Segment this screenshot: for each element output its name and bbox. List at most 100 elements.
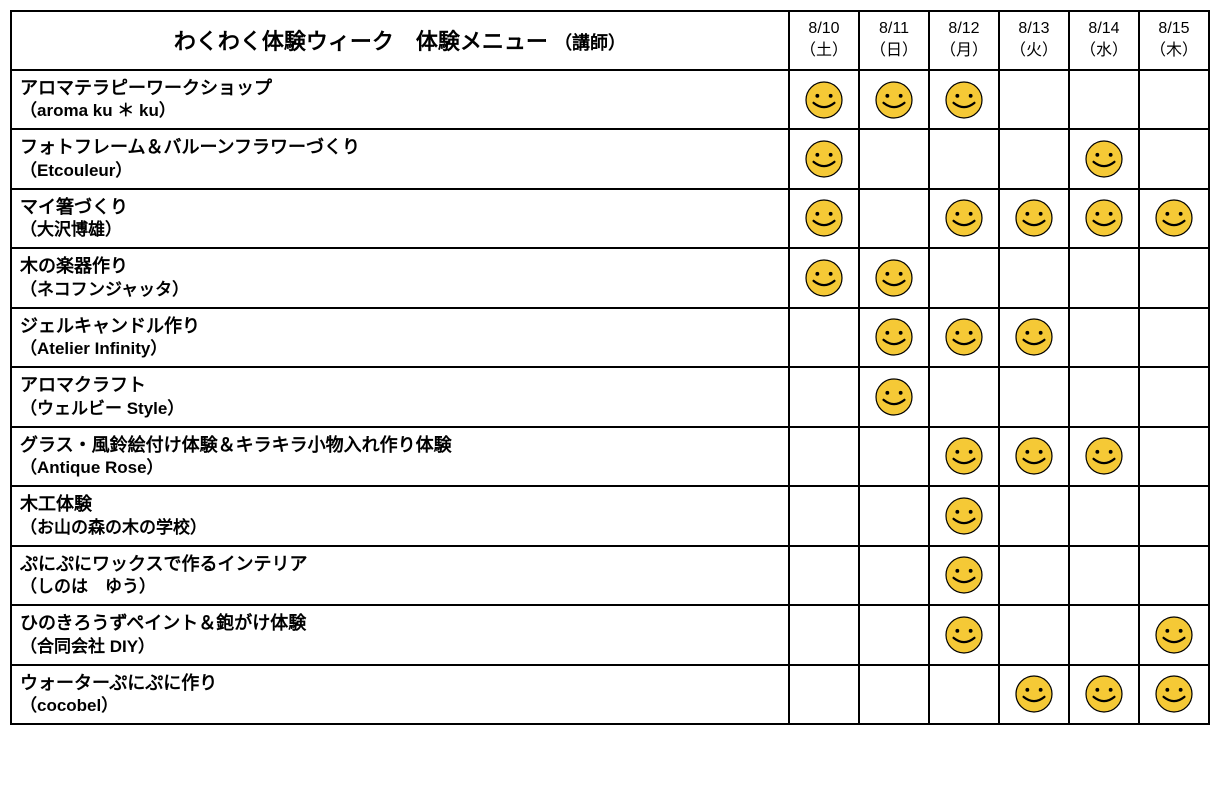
instructor-name: （ネコフンジャッタ） <box>20 279 780 301</box>
day-cell <box>789 189 859 248</box>
smiley-icon <box>945 567 983 584</box>
day-cell <box>1139 427 1209 486</box>
instructor-name: （大沢博雄） <box>20 219 780 241</box>
day-cell <box>789 546 859 605</box>
smiley-icon <box>1085 448 1123 465</box>
menu-name: アロマテラピーワークショップ <box>20 77 780 100</box>
table-row: マイ箸づくり（大沢博雄） <box>11 189 1209 248</box>
instructor-name: （合同会社 DIY） <box>20 636 780 658</box>
day-cell <box>1139 605 1209 664</box>
dow-label: （水） <box>1072 40 1136 62</box>
menu-cell: ウォーターぷにぷに作り（cocobel） <box>11 665 789 724</box>
menu-cell: 木の楽器作り（ネコフンジャッタ） <box>11 248 789 307</box>
day-cell <box>789 486 859 545</box>
day-cell <box>1139 486 1209 545</box>
day-cell <box>789 248 859 307</box>
instructor-name: （お山の森の木の学校） <box>20 517 780 539</box>
day-cell <box>1069 486 1139 545</box>
smiley-icon <box>945 91 983 108</box>
smiley-icon <box>805 269 843 286</box>
smiley-icon <box>1015 210 1053 227</box>
day-cell <box>929 367 999 426</box>
day-cell <box>1069 367 1139 426</box>
dow-label: （木） <box>1142 40 1206 62</box>
day-cell <box>929 546 999 605</box>
menu-name: アロマクラフト <box>20 374 780 397</box>
smiley-icon <box>945 626 983 643</box>
day-cell <box>859 367 929 426</box>
day-cell <box>1069 129 1139 188</box>
day-cell <box>1069 70 1139 129</box>
day-cell <box>999 70 1069 129</box>
day-cell <box>929 486 999 545</box>
table-row: グラス・風鈴絵付け体験＆キラキラ小物入れ作り体験（Antique Rose） <box>11 427 1209 486</box>
day-cell <box>1069 546 1139 605</box>
smiley-icon <box>945 507 983 524</box>
day-cell <box>999 546 1069 605</box>
day-cell <box>859 605 929 664</box>
day-cell <box>999 427 1069 486</box>
day-cell <box>859 70 929 129</box>
date-header: 8/12（月） <box>929 11 999 70</box>
menu-cell: マイ箸づくり（大沢博雄） <box>11 189 789 248</box>
day-cell <box>999 605 1069 664</box>
day-cell <box>999 129 1069 188</box>
day-cell <box>859 308 929 367</box>
table-body: アロマテラピーワークショップ（aroma ku ＊ ku） フォトフレーム＆バル… <box>11 70 1209 724</box>
smiley-icon <box>945 448 983 465</box>
menu-cell: ひのきろうずペイント＆鉋がけ体験（合同会社 DIY） <box>11 605 789 664</box>
date-label: 8/13 <box>1002 18 1066 40</box>
date-header: 8/11（日） <box>859 11 929 70</box>
table-row: 木工体験（お山の森の木の学校） <box>11 486 1209 545</box>
day-cell <box>859 665 929 724</box>
day-cell <box>1069 427 1139 486</box>
day-cell <box>789 427 859 486</box>
instructor-name: （Antique Rose） <box>20 457 780 479</box>
day-cell <box>859 427 929 486</box>
menu-name: マイ箸づくり <box>20 196 780 219</box>
table-row: ひのきろうずペイント＆鉋がけ体験（合同会社 DIY） <box>11 605 1209 664</box>
dow-label: （日） <box>862 40 926 62</box>
day-cell <box>929 70 999 129</box>
day-cell <box>789 605 859 664</box>
day-cell <box>999 486 1069 545</box>
table-row: アロマクラフト（ウェルビー Style） <box>11 367 1209 426</box>
menu-cell: アロマクラフト（ウェルビー Style） <box>11 367 789 426</box>
smiley-icon <box>1085 686 1123 703</box>
menu-name: フォトフレーム＆バルーンフラワーづくり <box>20 136 780 159</box>
smiley-icon <box>875 269 913 286</box>
day-cell <box>929 427 999 486</box>
day-cell <box>1139 70 1209 129</box>
day-cell <box>929 248 999 307</box>
day-cell <box>859 486 929 545</box>
smiley-icon <box>1085 150 1123 167</box>
day-cell <box>789 129 859 188</box>
menu-name: グラス・風鈴絵付け体験＆キラキラ小物入れ作り体験 <box>20 434 780 457</box>
day-cell <box>1139 546 1209 605</box>
day-cell <box>1139 189 1209 248</box>
day-cell <box>999 248 1069 307</box>
day-cell <box>999 189 1069 248</box>
date-header: 8/10（土） <box>789 11 859 70</box>
day-cell <box>789 70 859 129</box>
date-label: 8/11 <box>862 18 926 40</box>
smiley-icon <box>805 150 843 167</box>
date-label: 8/10 <box>792 18 856 40</box>
menu-cell: フォトフレーム＆バルーンフラワーづくり（Etcouleur） <box>11 129 789 188</box>
instructor-name: （aroma ku ＊ ku） <box>20 100 780 122</box>
menu-cell: アロマテラピーワークショップ（aroma ku ＊ ku） <box>11 70 789 129</box>
date-label: 8/14 <box>1072 18 1136 40</box>
smiley-icon <box>1155 686 1193 703</box>
day-cell <box>999 367 1069 426</box>
menu-name: ウォーターぷにぷに作り <box>20 672 780 695</box>
menu-name: 木の楽器作り <box>20 255 780 278</box>
smiley-icon <box>875 91 913 108</box>
smiley-icon <box>875 388 913 405</box>
smiley-icon <box>1155 210 1193 227</box>
schedule-table: わくわく体験ウィーク 体験メニュー （講師） 8/10（土）8/11（日）8/1… <box>10 10 1210 725</box>
table-row: アロマテラピーワークショップ（aroma ku ＊ ku） <box>11 70 1209 129</box>
menu-cell: 木工体験（お山の森の木の学校） <box>11 486 789 545</box>
day-cell <box>999 665 1069 724</box>
dow-label: （火） <box>1002 40 1066 62</box>
day-cell <box>1139 665 1209 724</box>
